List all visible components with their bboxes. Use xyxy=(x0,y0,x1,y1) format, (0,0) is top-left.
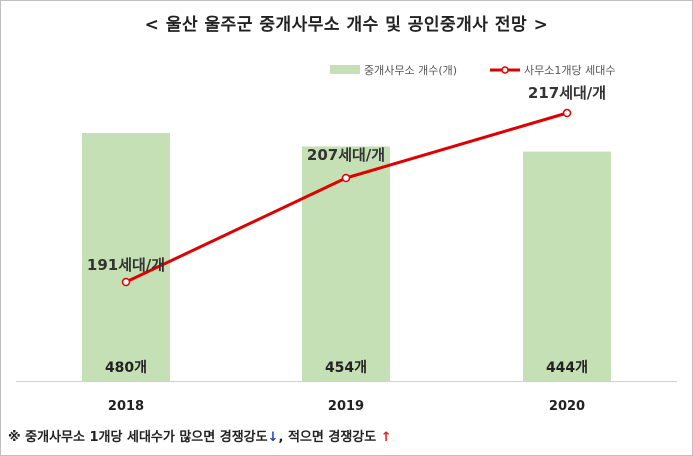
line-point-2018 xyxy=(121,277,131,287)
x-tick-label-2020: 2020 xyxy=(549,399,585,414)
footnote: ※ 중개사무소 1개당 세대수가 많으면 경쟁강도↓, 적으면 경쟁강도 ↑ xyxy=(8,426,392,445)
x-tick-label-2019: 2019 xyxy=(328,399,364,414)
line-label-2018: 191세대/개 xyxy=(87,256,165,274)
arrow-up-icon: ↑ xyxy=(380,430,392,445)
line-label-2019: 207세대/개 xyxy=(307,146,385,164)
x-tick-label-2018: 2018 xyxy=(108,399,144,414)
arrow-down-icon: ↓ xyxy=(267,430,279,445)
bar-2019 xyxy=(302,146,390,381)
line-point-2019 xyxy=(341,173,351,183)
footnote-text-1: ※ 중개사무소 1개당 세대수가 많으면 경쟁강도 xyxy=(8,430,268,445)
bar-label-2018: 480개 xyxy=(105,360,147,376)
line-label-2020: 217세대/개 xyxy=(528,84,606,102)
bar-label-2020: 444개 xyxy=(546,360,588,376)
bar-label-2019: 454개 xyxy=(325,360,367,376)
legend-bar-label: 중개사무소 개수(개) xyxy=(364,64,457,77)
legend-bar-swatch xyxy=(330,65,360,74)
bar-2020 xyxy=(523,151,611,381)
line-point-2020 xyxy=(562,108,572,118)
legend-line-marker xyxy=(501,66,509,74)
bar-2018 xyxy=(82,133,170,381)
chart-title: < 울산 울주군 중개사무소 개수 및 공인중개사 전망 > xyxy=(144,15,549,35)
footnote-text-2: , 적으면 경쟁강도 xyxy=(278,430,377,445)
legend-line-label: 사무소1개당 세대수 xyxy=(524,64,615,77)
